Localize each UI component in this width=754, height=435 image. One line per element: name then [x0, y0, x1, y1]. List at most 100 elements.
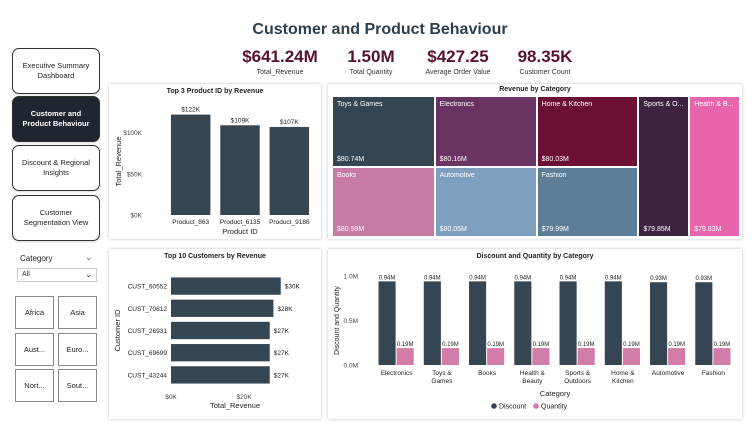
- legend-label: Discount: [499, 404, 526, 411]
- data-label: $109K: [231, 117, 250, 124]
- bar: [514, 281, 532, 365]
- x-axis-label: Category: [540, 389, 571, 398]
- bar: [604, 281, 622, 365]
- bar: [577, 348, 595, 365]
- chart-title: Revenue by Category: [499, 86, 571, 93]
- treemap-cell[interactable]: Books $80.59M: [332, 166, 435, 237]
- data-label: $122K: [181, 107, 200, 114]
- bar: [170, 114, 211, 215]
- x-tick-label: Product_863: [172, 219, 209, 226]
- data-label: $27K: [274, 328, 290, 335]
- region-button-europe[interactable]: Euro...: [58, 333, 97, 366]
- treemap-cell-name: Health & B...: [694, 101, 734, 108]
- y-tick-label: $0K: [130, 213, 142, 220]
- bar: [423, 281, 441, 365]
- y-tick-label: 1.0M: [344, 274, 358, 281]
- revenue-treemap: Toys & Games $80.74M Books $80.59M Electroni…: [332, 96, 740, 237]
- kpi-label: Average Order Value: [425, 69, 491, 76]
- page-title: Customer and Product Behaviour: [252, 21, 508, 38]
- x-tick-label: Automotive: [652, 370, 685, 377]
- kpi-total-quantity: 1.50M Total Quantity: [335, 47, 407, 76]
- kpi-label: Total_Revenue: [256, 69, 304, 76]
- data-label: $27K: [274, 372, 290, 379]
- legend-marker: [491, 403, 497, 409]
- treemap-cell-value: $80.03M: [541, 155, 569, 163]
- treemap-cell-value: $80.05M: [439, 225, 467, 233]
- data-label: 0.19M: [578, 342, 595, 348]
- region-button-africa[interactable]: Africa: [15, 296, 54, 329]
- data-label: 0.94M: [379, 275, 396, 281]
- category-dropdown[interactable]: All ⌄: [17, 268, 97, 282]
- kpi-label: Customer Count: [519, 69, 571, 76]
- treemap-cell-name: Home & Kitchen: [541, 101, 593, 108]
- data-label: 0.19M: [623, 342, 640, 348]
- bar: [668, 348, 686, 365]
- chart-title: Top 3 Product ID by Revenue: [166, 88, 264, 95]
- treemap-cell[interactable]: Health & B... $79.83M: [689, 96, 740, 237]
- category-selected-value: All: [22, 271, 30, 278]
- treemap-cell[interactable]: Sports & O... $79.85M: [638, 96, 690, 237]
- y-axis-label: Discount and Quantity: [334, 286, 341, 355]
- bar: [713, 348, 731, 365]
- treemap-cell[interactable]: Automotive $80.05M: [434, 166, 537, 237]
- y-tick-label: CUST_43244: [128, 372, 168, 379]
- region-button-asia[interactable]: Asia: [58, 296, 97, 329]
- treemap-cell-name: Sports & O...: [643, 101, 684, 108]
- kpi-value: 1.50M: [347, 47, 395, 66]
- y-axis-label: Customer ID: [113, 309, 122, 352]
- treemap-cell[interactable]: Fashion $79.99M: [536, 166, 639, 237]
- bar: [171, 277, 281, 295]
- bar: [378, 281, 396, 365]
- legend-label: Quantity: [541, 404, 568, 411]
- category-slicer-title: Category: [20, 254, 53, 263]
- chart-title: Top 10 Customers by Revenue: [164, 253, 266, 260]
- x-tick-label: $0K: [165, 394, 177, 401]
- data-label: 0.19M: [442, 342, 459, 348]
- bar: [487, 348, 505, 365]
- data-label: 0.19M: [397, 342, 414, 348]
- x-tick-label: Health & Beauty: [520, 370, 546, 385]
- region-button-australia[interactable]: Aust...: [15, 333, 54, 366]
- data-label: 0.19M: [487, 342, 504, 348]
- region-button-north-america[interactable]: Nort...: [15, 369, 54, 402]
- data-label: $107K: [280, 119, 299, 126]
- top-customers-chart-panel: Top 10 Customers by Revenue CUST_60552 $3…: [109, 249, 321, 419]
- y-tick-label: $50K: [127, 171, 143, 178]
- kpi-value: 98.35K: [517, 47, 573, 66]
- treemap-cell[interactable]: Home & Kitchen $80.03M: [536, 96, 639, 167]
- nav-customer-segmentation-button[interactable]: Customer Segmentation View: [12, 195, 100, 241]
- y-tick-label: $100K: [123, 130, 142, 137]
- chevron-down-icon[interactable]: ⌄: [85, 252, 93, 262]
- data-label: $27K: [274, 350, 290, 357]
- treemap-cell-value: $80.74M: [337, 155, 365, 163]
- data-label: 0.94M: [560, 275, 577, 281]
- treemap-cell[interactable]: Electronics $80.16M: [434, 96, 537, 167]
- treemap-cell[interactable]: Toys & Games $80.74M: [332, 96, 435, 167]
- nav-executive-summary-button[interactable]: Executive Summary Dashboard: [12, 48, 100, 94]
- kpi-total-revenue: $641.24M Total_Revenue: [238, 47, 322, 76]
- treemap-cell-name: Fashion: [541, 171, 567, 179]
- nav-discount-regional-button[interactable]: Discount & Regional Insights: [12, 145, 100, 191]
- data-label: $28K: [277, 306, 293, 313]
- bar: [396, 348, 414, 365]
- bar: [171, 344, 270, 362]
- x-tick-label: Sports & Outdoors: [564, 370, 591, 385]
- data-label: 0.94M: [514, 275, 531, 281]
- data-label: 0.19M: [533, 342, 550, 348]
- data-label: $30K: [285, 284, 301, 291]
- data-label: 0.19M: [668, 342, 685, 348]
- treemap-cell-value: $80.16M: [439, 155, 467, 163]
- treemap-cell-value: $79.99M: [541, 225, 569, 233]
- treemap-cell-value: $79.83M: [694, 226, 722, 233]
- chart-title: Discount and Quantity by Category: [476, 253, 594, 260]
- treemap-cell-value: $80.59M: [337, 225, 365, 233]
- region-button-south-america[interactable]: Sout...: [58, 369, 97, 402]
- x-axis-label: Product ID: [222, 227, 258, 236]
- treemap-cell-name: Books: [337, 171, 357, 179]
- kpi-value: $427.25: [427, 47, 489, 66]
- treemap-cell-name: Toys & Games: [337, 101, 383, 108]
- nav-customer-product-button[interactable]: Customer and Product Behaviour: [12, 96, 100, 142]
- y-tick-label: CUST_69699: [128, 350, 168, 357]
- kpi-value: $641.24M: [242, 47, 318, 66]
